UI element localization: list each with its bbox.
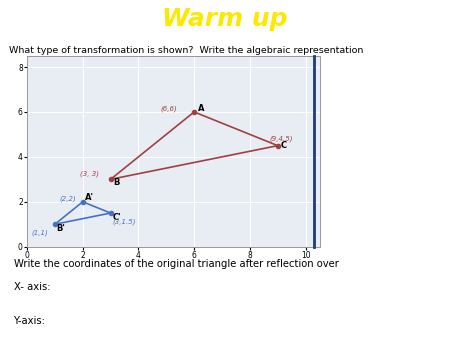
Text: A: A: [198, 104, 204, 113]
Text: Warm up: Warm up: [162, 7, 288, 31]
Text: B: B: [113, 178, 119, 187]
Text: A': A': [85, 193, 94, 202]
Text: C': C': [112, 213, 121, 222]
Text: X- axis:: X- axis:: [14, 282, 50, 292]
Text: (9,4.5): (9,4.5): [270, 135, 293, 142]
Text: (1,1): (1,1): [31, 230, 48, 236]
Text: B': B': [57, 224, 65, 234]
Text: (6,6): (6,6): [161, 106, 177, 112]
Text: (2,2): (2,2): [59, 195, 76, 201]
Text: (3, 3): (3, 3): [80, 171, 99, 177]
Text: Y-axis:: Y-axis:: [14, 316, 45, 326]
Text: (3,1.5): (3,1.5): [112, 218, 135, 225]
Text: C: C: [280, 141, 287, 150]
Text: What type of transformation is shown?  Write the algebraic representation: What type of transformation is shown? Wr…: [9, 46, 364, 55]
Text: Write the coordinates of the original triangle after reflection over: Write the coordinates of the original tr…: [14, 259, 338, 269]
